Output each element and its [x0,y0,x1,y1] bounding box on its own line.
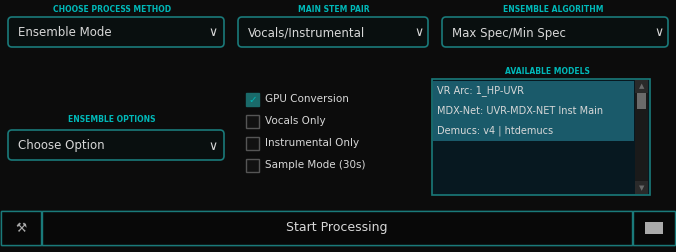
Text: MAIN STEM PAIR: MAIN STEM PAIR [298,5,370,14]
Text: MDX-Net: UVR-MDX-NET Inst Main: MDX-Net: UVR-MDX-NET Inst Main [437,106,603,116]
Bar [645,222,663,234]
Text: ▼: ▼ [639,185,644,191]
FancyBboxPatch shape [8,130,224,160]
Text: VR Arc: 1_HP-UVR: VR Arc: 1_HP-UVR [437,85,524,97]
Text: AVAILABLE MODELS: AVAILABLE MODELS [504,68,589,77]
Text: Vocals/Instrumental: Vocals/Instrumental [248,26,365,40]
Text: CHOOSE PROCESS METHOD: CHOOSE PROCESS METHOD [53,5,171,14]
Bar [635,80,648,93]
Text: Choose Option: Choose Option [18,140,105,152]
Text: Ensemble Mode: Ensemble Mode [18,26,112,40]
Text: ⚒: ⚒ [16,222,26,235]
Text: ENSEMBLE ALGORITHM: ENSEMBLE ALGORITHM [503,5,603,14]
Bar [246,115,259,128]
Bar [633,211,675,245]
Text: GPU Conversion: GPU Conversion [265,94,349,105]
FancyBboxPatch shape [238,17,428,47]
Bar [433,121,634,141]
Text: ∨: ∨ [209,26,218,40]
Bar [637,93,646,109]
Text: Instrumental Only: Instrumental Only [265,139,359,148]
Text: ∨: ∨ [209,140,218,152]
Bar [1,211,41,245]
Bar [433,101,634,121]
Text: Vocals Only: Vocals Only [265,116,326,127]
Bar [246,159,259,172]
Text: ∨: ∨ [655,26,664,40]
Bar [432,79,650,195]
Bar [635,181,648,194]
Bar [246,137,259,150]
Text: Start Processing: Start Processing [286,222,388,235]
Bar [635,80,648,194]
Bar [246,93,259,106]
Bar [1,211,675,245]
Text: ▲: ▲ [639,83,644,89]
Text: ✓: ✓ [248,94,257,105]
Text: Max Spec/Min Spec: Max Spec/Min Spec [452,26,566,40]
Bar [433,81,634,101]
FancyBboxPatch shape [8,17,224,47]
Text: ENSEMBLE OPTIONS: ENSEMBLE OPTIONS [68,115,155,124]
Text: Demucs: v4 | htdemucs: Demucs: v4 | htdemucs [437,126,553,136]
Text: Sample Mode (30s): Sample Mode (30s) [265,161,366,171]
Bar [42,211,632,245]
Text: ∨: ∨ [415,26,424,40]
FancyBboxPatch shape [442,17,668,47]
